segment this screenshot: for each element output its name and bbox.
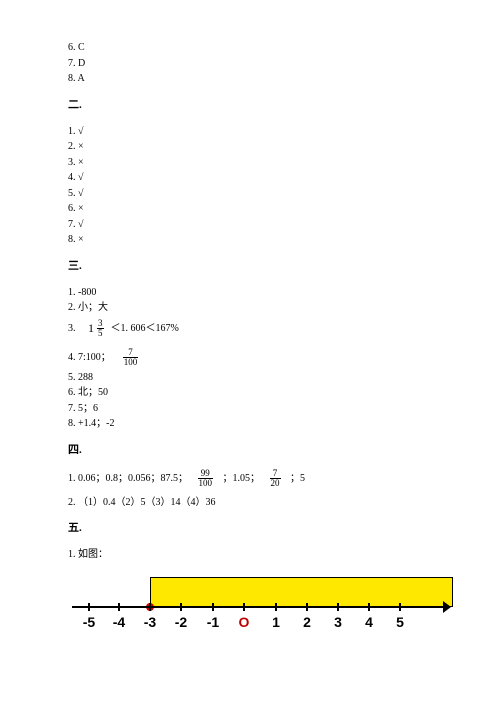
- mixed-whole: 1: [88, 319, 94, 338]
- answer-item: 1. -800: [68, 285, 432, 301]
- answer-item: 8. A: [68, 71, 432, 87]
- answer-item: 5. √: [68, 186, 432, 202]
- answer-item: 5. 288: [68, 370, 432, 386]
- prefix: 3.: [68, 322, 76, 333]
- answer-item: 2. ×: [68, 139, 432, 155]
- answer-item: 4. √: [68, 170, 432, 186]
- section1-answers: 6. C 7. D 8. A: [68, 40, 432, 87]
- answer-item-3: 3. 135 ＜1. 606＜167%: [68, 319, 432, 338]
- svg-text:-3: -3: [144, 614, 157, 630]
- section2-header: 二.: [68, 97, 432, 114]
- answer-item-4: 4. 7:100； 7100: [68, 348, 432, 367]
- section3-answers: 1. -800 2. 小；大 3. 135 ＜1. 606＜167% 4. 7:…: [68, 285, 432, 432]
- p1: 1. 0.06；0.8；0.056；87.5；: [68, 472, 188, 483]
- section4-header: 四.: [68, 442, 432, 459]
- fraction: 720: [270, 469, 281, 488]
- svg-text:-5: -5: [83, 614, 96, 630]
- section2-answers: 1. √ 2. × 3. × 4. √ 5. √ 6. × 7. √ 8. ×: [68, 124, 432, 248]
- section5-header: 五.: [68, 520, 432, 537]
- section3-header: 三.: [68, 258, 432, 275]
- number-line-axis: -5 -4 -3 -2 -1 O 1 2 3 4 5: [68, 599, 453, 639]
- fraction: 99100: [198, 469, 214, 488]
- answer-item: 6. C: [68, 40, 432, 56]
- answer-item: 8. ×: [68, 232, 432, 248]
- answer-item: 1. √: [68, 124, 432, 140]
- svg-text:-1: -1: [207, 614, 220, 630]
- answer-item: 7. √: [68, 217, 432, 233]
- svg-text:2: 2: [303, 614, 311, 630]
- prefix: 4. 7:100；: [68, 351, 111, 362]
- section5-answers: 1. 如图：: [68, 547, 432, 563]
- fraction: 7100: [123, 348, 139, 367]
- svg-text:1: 1: [272, 614, 280, 630]
- answer-item: 6. ×: [68, 201, 432, 217]
- svg-text:5: 5: [396, 614, 404, 630]
- answer-item: 7. 5；6: [68, 401, 432, 417]
- number-line-figure: -5 -4 -3 -2 -1 O 1 2 3 4 5: [68, 577, 453, 639]
- answer-item: 3. ×: [68, 155, 432, 171]
- answer-item: 7. D: [68, 56, 432, 72]
- svg-text:-4: -4: [113, 614, 126, 630]
- answer-item: 1. 如图：: [68, 547, 432, 563]
- answer-item-1: 1. 0.06；0.8；0.056；87.5； 99100 ；1.05； 720…: [68, 469, 432, 488]
- p3: ；5: [290, 472, 305, 483]
- answer-item: 8. +1.4；-2: [68, 416, 432, 432]
- svg-text:4: 4: [365, 614, 373, 630]
- answer-item: 2. 小；大: [68, 300, 432, 316]
- svg-text:3: 3: [334, 614, 342, 630]
- suffix: ＜1. 606＜167%: [111, 322, 179, 333]
- svg-text:O: O: [239, 614, 250, 630]
- section4-answers: 1. 0.06；0.8；0.056；87.5； 99100 ；1.05； 720…: [68, 469, 432, 511]
- answer-item: 6. 北；50: [68, 385, 432, 401]
- answer-item: 2. （1）0.4（2）5（3）14（4）36: [68, 495, 432, 511]
- p2: ；1.05；: [223, 472, 261, 483]
- fraction: 35: [97, 319, 104, 338]
- svg-text:-2: -2: [175, 614, 188, 630]
